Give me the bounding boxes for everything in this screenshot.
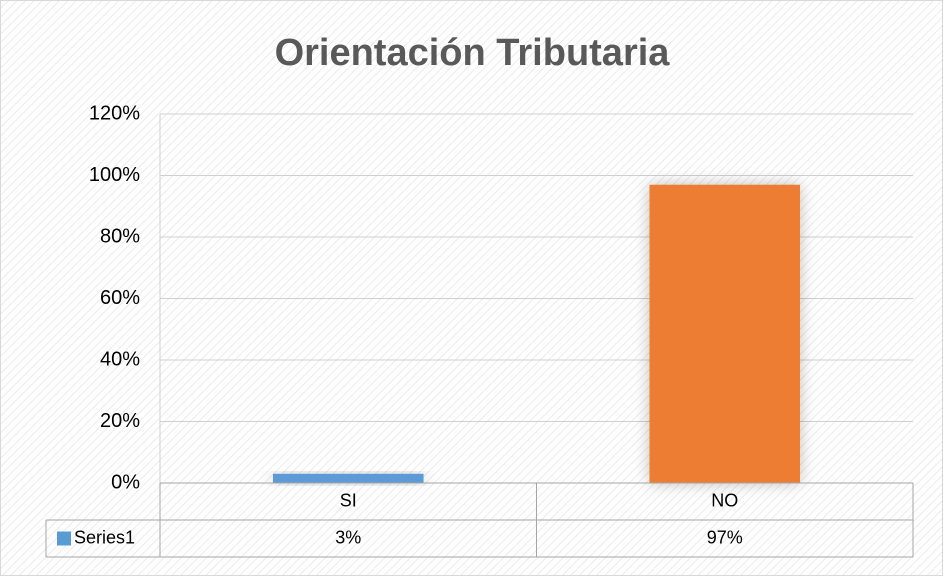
data-table-value: 3%	[335, 527, 361, 547]
y-tick-label: 120%	[89, 102, 140, 124]
y-tick-label: 60%	[100, 287, 140, 309]
bar	[272, 473, 424, 483]
y-tick-label: 20%	[100, 410, 140, 432]
data-table-value: 97%	[707, 527, 743, 547]
y-tick-label: 80%	[100, 225, 140, 247]
y-tick-label: 100%	[89, 164, 140, 186]
chart-title: Orientación Tributaria	[275, 32, 671, 74]
y-tick-label: 0%	[111, 471, 140, 493]
x-tick-label: SI	[340, 490, 357, 510]
y-tick-label: 40%	[100, 348, 140, 370]
legend-swatch	[57, 531, 71, 546]
x-tick-label: NO	[711, 490, 738, 510]
legend-label: Series1	[74, 527, 135, 547]
bar	[649, 184, 801, 483]
